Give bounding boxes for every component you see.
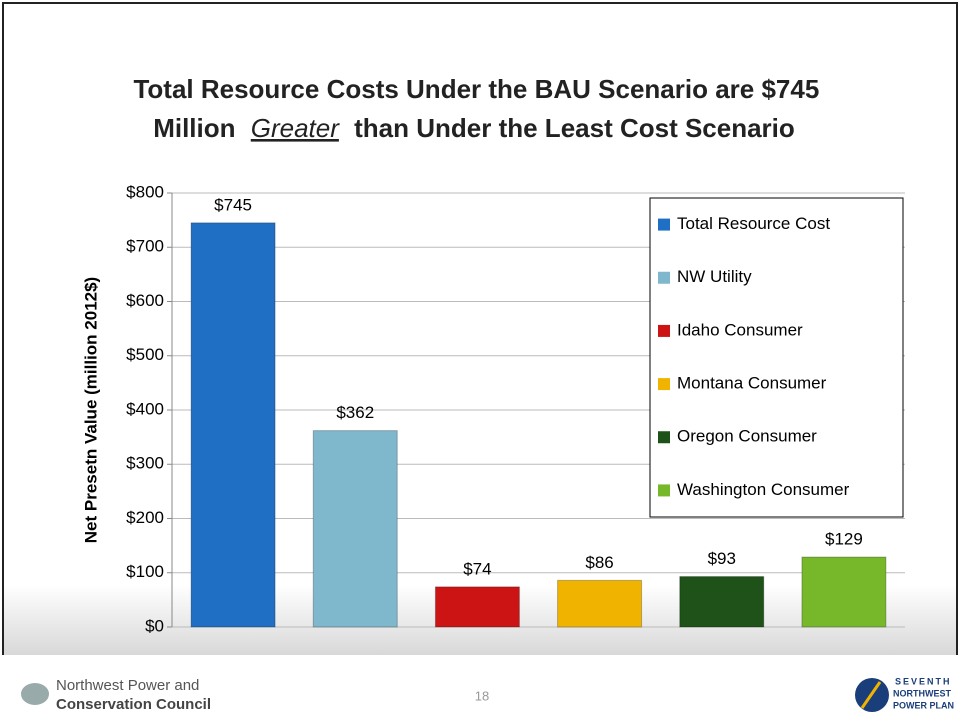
y-tick-label: $0 xyxy=(145,616,164,635)
legend-label: Oregon Consumer xyxy=(677,427,817,446)
y-axis-label: Net Presetn Value (million 2012$) xyxy=(81,277,100,543)
legend-label: Montana Consumer xyxy=(677,374,827,393)
plan-logo-stripe xyxy=(860,681,882,709)
bar xyxy=(434,586,520,628)
plan-logo-text: NORTHWEST xyxy=(893,688,951,698)
title-line: than Under the Least Cost Scenario xyxy=(354,113,795,143)
bar xyxy=(801,556,887,628)
plot: $0 $100 $200 $300 $400 $500 $600 $700 $800 $745 $3… xyxy=(126,182,905,635)
data-label: $745 xyxy=(214,195,252,214)
y-tick-label: $200 xyxy=(126,508,164,527)
data-label: $93 xyxy=(708,549,736,568)
legend-label: Total Resource Cost xyxy=(677,214,830,233)
y-tick-label: $500 xyxy=(126,345,164,364)
legend-label: Idaho Consumer xyxy=(677,320,803,339)
data-label: $129 xyxy=(825,530,863,549)
slide-title: Total Resource Costs Under the BAU Scena… xyxy=(133,74,826,143)
org-logo xyxy=(21,683,49,705)
title-line: Million xyxy=(153,113,235,143)
bar xyxy=(312,430,398,628)
legend-swatch xyxy=(658,431,670,444)
plan-logo-text: POWER PLAN xyxy=(893,700,954,710)
y-tick-label: $700 xyxy=(126,237,164,256)
title-line: Total Resource Costs Under the BAU Scena… xyxy=(133,74,819,104)
org-name: Conservation Council xyxy=(56,696,211,713)
y-tick-label: $400 xyxy=(126,399,164,418)
slide-frame xyxy=(2,2,958,655)
data-label: $86 xyxy=(585,553,613,572)
title-emphasis: Greater xyxy=(251,113,340,143)
y-tick-label: $600 xyxy=(126,291,164,310)
legend-swatch xyxy=(658,378,670,391)
y-tick-label: $100 xyxy=(126,562,164,581)
legend-label: NW Utility xyxy=(677,267,752,286)
y-tick-label: $800 xyxy=(126,182,164,201)
bar xyxy=(557,579,643,628)
data-label: $362 xyxy=(336,403,374,422)
page-number: 18 xyxy=(475,688,489,703)
bar xyxy=(679,576,765,628)
legend-swatch xyxy=(658,271,670,284)
legend-swatch xyxy=(658,484,670,497)
legend-swatch xyxy=(658,324,670,337)
legend-label: Washington Consumer xyxy=(677,480,850,499)
bar xyxy=(190,222,276,628)
legend-box xyxy=(649,197,904,518)
data-label: $74 xyxy=(463,559,491,578)
org-name: Northwest Power and xyxy=(56,677,199,694)
legend-swatch xyxy=(658,218,670,231)
y-tick-label: $300 xyxy=(126,454,164,473)
plan-logo-text: SEVENTH xyxy=(895,676,952,686)
